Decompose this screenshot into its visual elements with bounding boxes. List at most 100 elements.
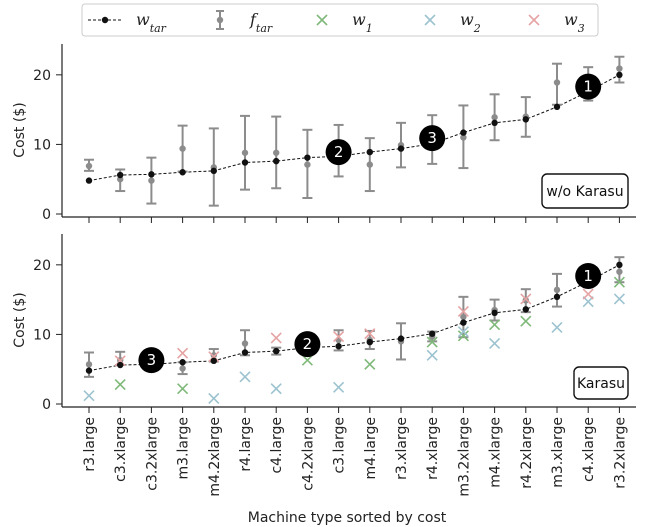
legend-label: w2	[460, 10, 481, 35]
panel-label-text-top: w/o Karasu	[546, 184, 623, 200]
x-tick-label: c4.large	[269, 417, 285, 474]
rank-badge	[294, 331, 321, 358]
w3-marker	[582, 288, 594, 300]
w-tar-point	[117, 171, 124, 179]
w1-marker	[301, 354, 313, 366]
w-tar-point	[616, 71, 623, 79]
w-tar-point	[460, 129, 467, 136]
w2-marker-stroke	[489, 337, 501, 350]
y-tick-label: 10	[33, 137, 51, 153]
x-tick-label: r4.large	[238, 417, 254, 472]
legend: wtar ftar w1 w2 w3	[81, 3, 599, 37]
w-tar-point	[179, 359, 186, 366]
f-tar-point	[85, 162, 93, 170]
w-tar-point	[304, 154, 311, 161]
f-tar-point	[304, 161, 311, 168]
w3-marker	[364, 328, 376, 340]
f-tar-point	[85, 361, 93, 368]
w3-marker-stroke	[520, 293, 532, 305]
w-tar-point	[616, 261, 623, 269]
w-tar-point	[85, 177, 93, 184]
w2-marker	[551, 321, 563, 334]
w3-marker-stroke	[177, 347, 189, 359]
x-tick-label: m4.xlarge	[488, 417, 504, 488]
w-tar-point	[273, 157, 280, 165]
legend-dot	[216, 16, 224, 24]
w-tar-line	[88, 264, 620, 372]
w3-marker	[114, 355, 126, 367]
w3-marker-stroke	[333, 330, 345, 343]
f-tar-point	[241, 149, 249, 156]
w2-marker	[457, 326, 469, 338]
f-tar-point	[616, 65, 623, 72]
legend-item-w1: w1	[316, 10, 373, 35]
f-tar-point	[553, 79, 561, 86]
panel-label-text-bottom: Karasu	[577, 376, 625, 392]
w-tar-point	[397, 145, 405, 152]
legend-x	[424, 14, 436, 26]
legend-box	[81, 3, 599, 37]
w2-marker-stroke	[457, 326, 469, 338]
w3-marker-stroke	[208, 351, 220, 363]
w3-marker-stroke	[270, 332, 282, 344]
y-tick-label: 0	[42, 207, 51, 223]
w1-marker	[457, 330, 469, 342]
w1-marker-stroke	[489, 319, 501, 331]
x-tick-label: r3.2xlarge	[612, 417, 628, 489]
f-tar-point	[273, 149, 280, 156]
rank-badge-label: 3	[427, 129, 437, 147]
legend-x	[528, 14, 540, 26]
w3-marker	[520, 293, 532, 305]
w2-marker-stroke	[333, 381, 345, 393]
panel-top: 0 10 20 Cost ($) 1 2 3 w/o Karasu	[12, 44, 636, 223]
f-tar-point	[179, 365, 186, 372]
x-tick-label: m3.2xlarge	[456, 417, 472, 497]
w3-marker-stroke	[582, 288, 594, 300]
x-tick-label: r3.large	[82, 417, 98, 472]
w-tar-point	[273, 347, 280, 355]
f-tar-point	[460, 134, 467, 141]
panel-label-top: w/o Karasu	[541, 173, 629, 209]
w1-marker	[613, 276, 625, 288]
x-tick-label: m4.2xlarge	[207, 417, 223, 497]
w1-marker-stroke	[364, 358, 376, 370]
f-tar-point	[210, 352, 217, 359]
w3-marker	[208, 351, 220, 363]
y-tick-label: 20	[33, 68, 51, 84]
w-tar-point	[85, 367, 93, 374]
w3-marker	[177, 347, 189, 359]
rank-badge	[138, 347, 165, 374]
w2-marker-stroke	[83, 390, 95, 402]
w-tar-point	[335, 343, 342, 350]
w-tar-point	[553, 293, 561, 301]
rank-badge-label: 2	[303, 335, 313, 353]
w2-marker	[426, 349, 438, 361]
w1-marker	[426, 336, 438, 348]
rank-badge-label: 2	[334, 143, 344, 161]
w-tar-point	[366, 338, 373, 346]
w1-marker-stroke	[177, 383, 189, 395]
w1-marker-stroke	[114, 378, 126, 391]
w-tar-point	[117, 361, 124, 369]
w-tar-point	[460, 319, 467, 326]
f-tar-point	[148, 177, 155, 184]
w-tar-point	[241, 349, 249, 356]
x-tick-label: r3.xlarge	[394, 417, 410, 480]
w1-marker	[114, 378, 126, 391]
w3-marker	[333, 330, 345, 343]
f-tar-point	[241, 340, 249, 347]
rank-badge-label: 1	[583, 267, 593, 285]
w1-marker	[489, 319, 501, 331]
w1-marker-stroke	[457, 330, 469, 342]
rank-badge	[575, 262, 602, 289]
y-tick-label: 0	[42, 397, 51, 413]
panel-bottom: 0 10 20 Cost ($) 1 2 3 Karasu r3.large c3.xla…	[12, 234, 636, 497]
f-tar-point	[460, 313, 467, 321]
legend-item-w3: w3	[528, 10, 585, 35]
legend-label: w3	[564, 10, 585, 35]
w-tar-point	[553, 103, 561, 111]
w3-marker	[270, 332, 282, 344]
x-tick-label: r4.2xlarge	[519, 417, 535, 489]
rank-badge-label: 1	[583, 78, 593, 96]
